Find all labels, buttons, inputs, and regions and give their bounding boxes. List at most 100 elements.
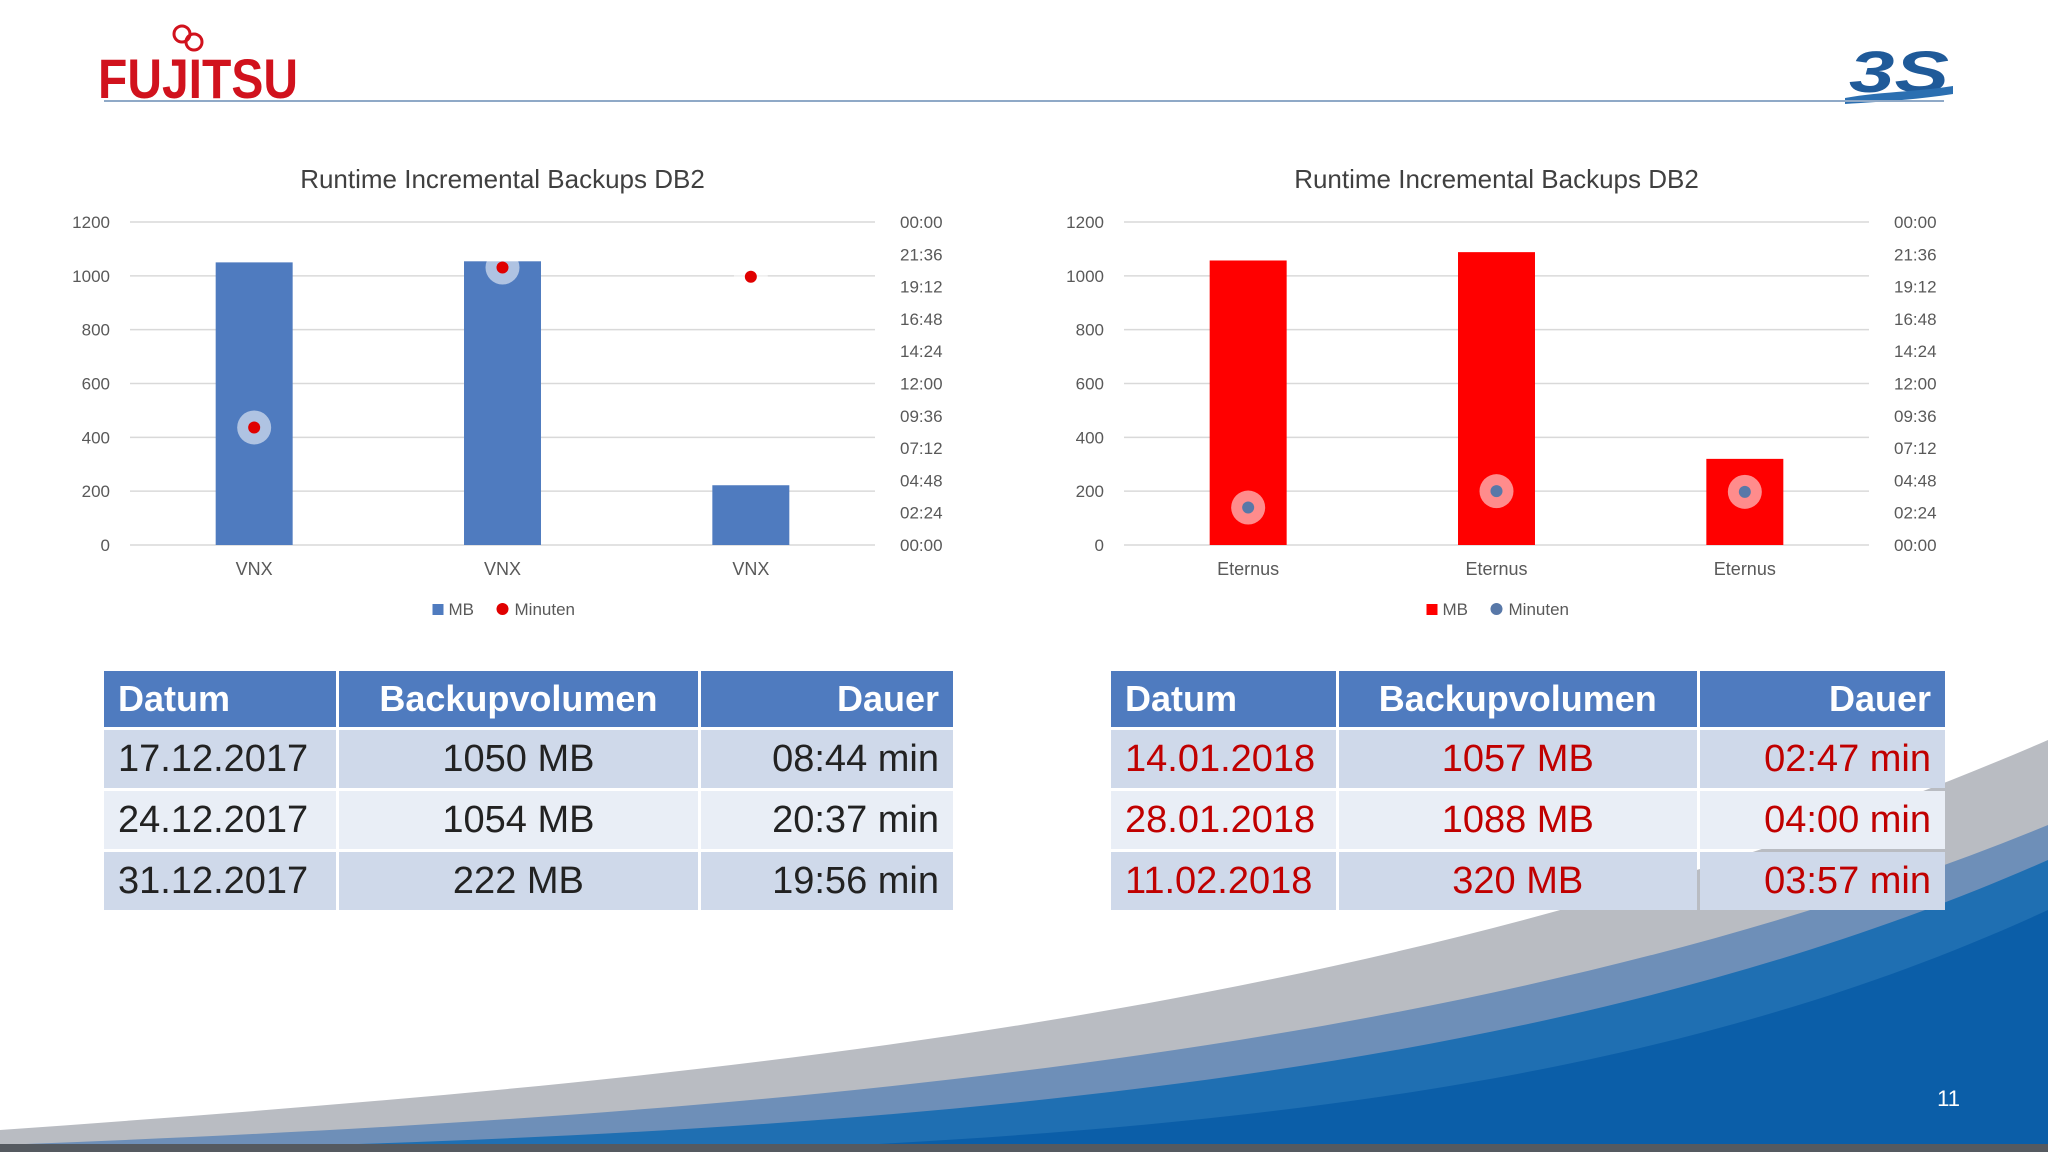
- cell-backupvolumen: 1050 MB: [338, 730, 698, 788]
- x-category-label: Eternus: [1714, 559, 1776, 579]
- legend-swatch-minuten: [1490, 603, 1503, 615]
- table-row: 24.12.2017 1054 MB 20:37 min: [104, 791, 953, 849]
- y-left-tick-label: 400: [1076, 428, 1104, 447]
- y-left-tick-label: 1200: [72, 213, 110, 232]
- table-eternus-backups: Datum Backupvolumen Dauer 14.01.2018 105…: [1108, 668, 1948, 913]
- y-left-tick-label: 0: [101, 536, 110, 555]
- y-right-tick-label: 02:24: [900, 504, 943, 523]
- marker-minuten: [1738, 485, 1751, 498]
- header-backupvolumen: Backupvolumen: [338, 671, 698, 727]
- chart-title: Runtime Incremental Backups DB2: [300, 164, 705, 194]
- 3s-logo: 3S: [1845, 40, 1953, 105]
- y-right-tick-label: 12:00: [1894, 375, 1937, 394]
- y-right-tick-label: 21:36: [1894, 245, 1937, 264]
- legend-label-minuten: Minuten: [515, 600, 575, 619]
- legend-label-mb: MB: [1443, 600, 1469, 619]
- cell-datum: 24.12.2017: [104, 791, 336, 849]
- page-number: 11: [1937, 1086, 1960, 1111]
- chart-left-svg: Runtime Incremental Backups DB2 0 200 400 60…: [72, 164, 943, 619]
- cell-backupvolumen: 1057 MB: [1338, 730, 1697, 788]
- header-backupvolumen: Backupvolumen: [1338, 671, 1697, 727]
- marker-minuten: [744, 270, 757, 283]
- bar-mb: [215, 262, 293, 545]
- y-left-tick-label: 1000: [1066, 267, 1104, 286]
- cell-datum: 31.12.2017: [104, 852, 336, 910]
- table-header-row: Datum Backupvolumen Dauer: [1111, 671, 1945, 727]
- y-right-tick-label: 09:36: [1894, 407, 1937, 426]
- legend-swatch-minuten: [496, 603, 509, 615]
- header-datum: Datum: [104, 671, 336, 727]
- y-right-tick-label: 04:48: [900, 471, 943, 490]
- y-right-tick-label: 19:12: [900, 278, 943, 297]
- x-category-label: VNX: [484, 559, 521, 579]
- y-right-tick-label: 14:24: [1894, 342, 1937, 361]
- marker-minuten: [248, 421, 261, 434]
- header-dauer: Dauer: [1699, 671, 1945, 727]
- y-left-tick-label: 200: [82, 482, 110, 501]
- cell-backupvolumen: 1088 MB: [1338, 791, 1697, 849]
- x-category-label: VNX: [236, 559, 273, 579]
- table-row: 14.01.2018 1057 MB 02:47 min: [1111, 730, 1945, 788]
- cell-datum: 14.01.2018: [1111, 730, 1336, 788]
- y-right-tick-label: 12:00: [900, 375, 943, 394]
- y-left-tick-label: 600: [82, 375, 110, 394]
- cell-datum: 28.01.2018: [1111, 791, 1336, 849]
- cell-backupvolumen: 320 MB: [1338, 852, 1697, 910]
- legend-swatch-mb: [1426, 604, 1438, 615]
- x-category-label: VNX: [732, 559, 769, 579]
- y-right-tick-label: 09:36: [900, 407, 943, 426]
- y-left-tick-label: 0: [1095, 536, 1104, 555]
- cell-dauer: 03:57 min: [1699, 852, 1945, 910]
- header-dauer: Dauer: [700, 671, 953, 727]
- fujitsu-logo-text: FUJITSU: [98, 47, 298, 110]
- bar-mb: [712, 485, 790, 545]
- y-right-tick-label: 14:24: [900, 342, 943, 361]
- cell-backupvolumen: 222 MB: [338, 852, 698, 910]
- header-divider: [104, 100, 1944, 102]
- y-left-tick-label: 800: [82, 321, 110, 340]
- legend-label-minuten: Minuten: [1509, 600, 1569, 619]
- chart-title: Runtime Incremental Backups DB2: [1294, 164, 1699, 194]
- y-right-tick-label: 07:12: [900, 439, 943, 458]
- x-category-label: Eternus: [1465, 559, 1527, 579]
- cell-backupvolumen: 1054 MB: [338, 791, 698, 849]
- cell-dauer: 20:37 min: [700, 791, 953, 849]
- y-left-tick-label: 200: [1076, 482, 1104, 501]
- table-row: 17.12.2017 1050 MB 08:44 min: [104, 730, 953, 788]
- y-right-tick-label: 00:00: [900, 536, 943, 555]
- y-left-tick-label: 1200: [1066, 213, 1104, 232]
- table-row: 11.02.2018 320 MB 03:57 min: [1111, 852, 1945, 910]
- y-left-tick-label: 400: [82, 428, 110, 447]
- y-left-tick-label: 800: [1076, 321, 1104, 340]
- decorative-swoosh: [0, 740, 2048, 1152]
- chart-left-vnx: Runtime Incremental Backups DB2 0 200 400 60…: [60, 150, 980, 630]
- y-left-tick-label: 600: [1076, 375, 1104, 394]
- table-header-row: Datum Backupvolumen Dauer: [104, 671, 953, 727]
- cell-dauer: 08:44 min: [700, 730, 953, 788]
- y-right-tick-label: 00:00: [1894, 213, 1937, 232]
- header-datum: Datum: [1111, 671, 1336, 727]
- marker-minuten: [496, 261, 509, 274]
- y-right-tick-label: 07:12: [1894, 439, 1937, 458]
- y-right-tick-label: 16:48: [900, 310, 943, 329]
- y-right-tick-label: 00:00: [900, 213, 943, 232]
- y-left-tick-label: 1000: [72, 267, 110, 286]
- cell-dauer: 19:56 min: [700, 852, 953, 910]
- bar-mb: [464, 261, 541, 545]
- y-right-tick-label: 16:48: [1894, 310, 1937, 329]
- x-category-label: Eternus: [1217, 559, 1279, 579]
- y-right-tick-label: 21:36: [900, 245, 943, 264]
- cell-dauer: 04:00 min: [1699, 791, 1945, 849]
- table-vnx-backups: Datum Backupvolumen Dauer 17.12.2017 105…: [101, 668, 956, 913]
- table-row: 31.12.2017 222 MB 19:56 min: [104, 852, 953, 910]
- y-right-tick-label: 19:12: [1894, 278, 1937, 297]
- y-right-tick-label: 04:48: [1894, 471, 1937, 490]
- legend-label-mb: MB: [449, 600, 475, 619]
- cell-datum: 17.12.2017: [104, 730, 336, 788]
- y-right-tick-label: 02:24: [1894, 504, 1937, 523]
- cell-datum: 11.02.2018: [1111, 852, 1336, 910]
- chart-right-eternus: Runtime Incremental Backups DB2 0 200 400 60…: [1054, 150, 1974, 630]
- legend-swatch-mb: [432, 604, 444, 615]
- table-row: 28.01.2018 1088 MB 04:00 min: [1111, 791, 1945, 849]
